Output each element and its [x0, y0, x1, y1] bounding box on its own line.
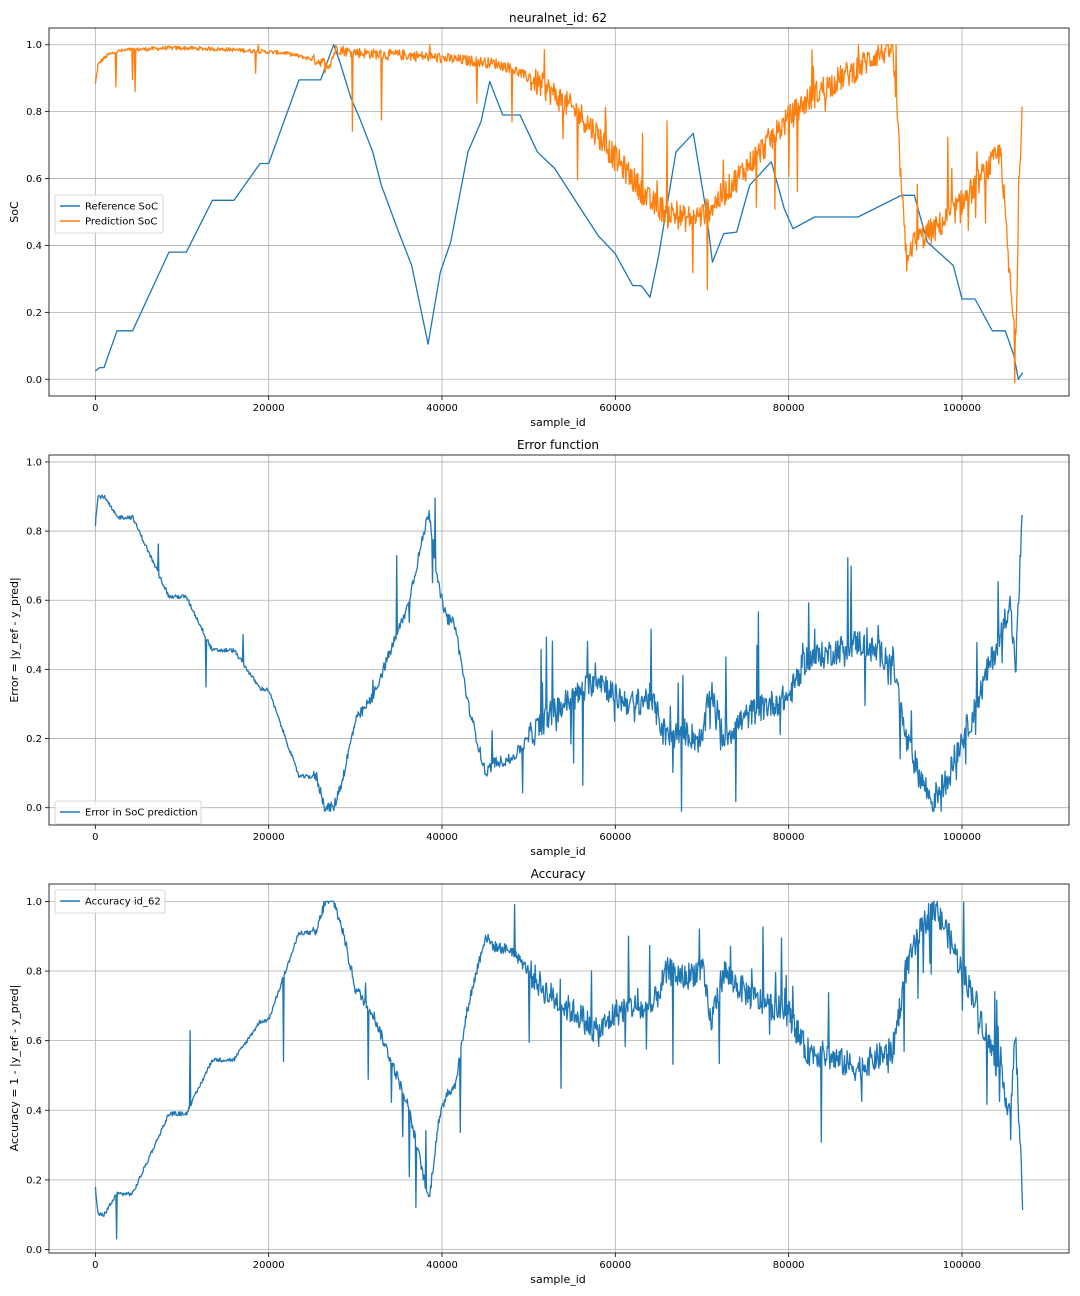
legend-box — [54, 889, 166, 914]
legend-label: Reference SoC — [85, 202, 158, 213]
x-tick-label: 0 — [92, 832, 98, 843]
y-tick-label: 0.0 — [26, 375, 42, 386]
x-axis-title: sample_id — [530, 1273, 586, 1286]
x-tick-label: 80000 — [773, 832, 805, 843]
legend-box — [54, 800, 202, 825]
legend: Reference SoC Prediction SoC — [54, 194, 164, 234]
y-tick-label: 0.2 — [26, 734, 42, 745]
y-tick-label: 0.2 — [26, 1175, 42, 1186]
x-tick-label: 100000 — [943, 832, 981, 843]
y-tick-label: 0.0 — [26, 1245, 42, 1256]
axes-frame — [48, 883, 1070, 1254]
legend: Accuracy id_62 — [54, 889, 166, 914]
x-tick-label: 80000 — [773, 1260, 805, 1271]
chart-title: neuralnet_id: 62 — [509, 11, 607, 25]
x-tick-label: 60000 — [599, 1260, 631, 1271]
series-group — [94, 900, 1024, 1240]
x-tick-label: 40000 — [426, 1260, 458, 1271]
x-axis-title: sample_id — [530, 845, 586, 858]
legend-label: Accuracy id_62 — [85, 897, 161, 908]
axes-frame — [48, 27, 1070, 397]
chart-title: Accuracy — [531, 867, 586, 881]
x-tick-label: 0 — [92, 403, 98, 414]
x-tick-label: 100000 — [943, 403, 981, 414]
axes-frame — [48, 454, 1070, 826]
y-tick-label: 0.8 — [26, 107, 42, 118]
series-line-0 — [94, 494, 1024, 812]
legend-label: Error in SoC prediction — [85, 808, 198, 819]
y-tick-label: 0.8 — [26, 967, 42, 978]
error-chart-panel: Error function sample_id Error = |y_ref … — [8, 438, 1070, 858]
y-tick-label: 0.4 — [26, 1106, 42, 1117]
x-tick-label: 80000 — [773, 403, 805, 414]
grid — [49, 28, 1069, 396]
y-tick-label: 0.6 — [26, 596, 42, 607]
legend-box — [54, 194, 164, 234]
y-tick-label: 0.8 — [26, 527, 42, 538]
y-tick-label: 0.4 — [26, 241, 42, 252]
y-tick-label: 0.4 — [26, 665, 42, 676]
x-tick-label: 40000 — [426, 832, 458, 843]
x-tick-label: 0 — [92, 1260, 98, 1271]
series-group — [94, 494, 1024, 812]
y-tick-label: 0.2 — [26, 308, 42, 319]
legend: Error in SoC prediction — [54, 800, 202, 825]
x-tick-label: 60000 — [599, 832, 631, 843]
series-line-1 — [94, 44, 1024, 384]
y-tick-label: 0.6 — [26, 1036, 42, 1047]
x-axis-title: sample_id — [530, 416, 586, 429]
x-tick-label: 60000 — [599, 403, 631, 414]
y-tick-label: 1.0 — [26, 457, 42, 468]
x-tick-label: 20000 — [253, 1260, 285, 1271]
x-tick-label: 20000 — [253, 832, 285, 843]
y-axis-title: SoC — [8, 201, 21, 223]
x-tick-label: 100000 — [943, 1260, 981, 1271]
x-tick-label: 40000 — [426, 403, 458, 414]
x-tick-label: 20000 — [253, 403, 285, 414]
y-axis-title: Accuracy = 1 - |y_ref - y_pred| — [8, 985, 21, 1152]
soc-chart-panel: neuralnet_id: 62 sample_id SoC 0 20000 400… — [8, 11, 1070, 429]
legend-label: Prediction SoC — [85, 217, 157, 228]
chart-title: Error function — [517, 438, 599, 452]
y-tick-label: 1.0 — [26, 897, 42, 908]
series-line-0 — [94, 900, 1024, 1240]
y-axis-title: Error = |y_ref - y_pred| — [8, 577, 21, 702]
y-tick-label: 1.0 — [26, 40, 42, 51]
accuracy-chart-panel: Accuracy sample_id Accuracy = 1 - |y_ref… — [8, 867, 1070, 1286]
y-tick-label: 0.0 — [26, 803, 42, 814]
series-group — [94, 44, 1024, 384]
y-tick-label: 0.6 — [26, 174, 42, 185]
